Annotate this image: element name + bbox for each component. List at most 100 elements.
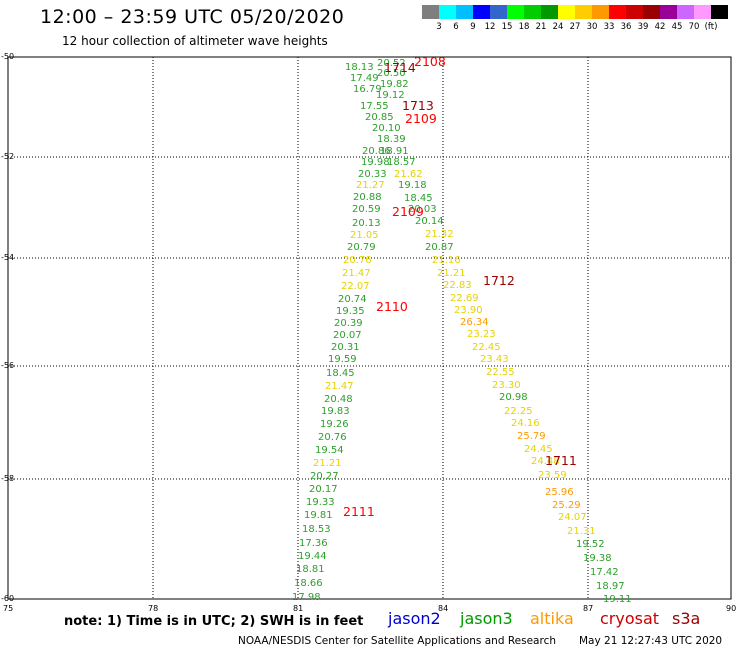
legend-label: 36 (620, 22, 632, 32)
timestamp-text: May 21 12:27:43 UTC 2020 (579, 635, 723, 647)
wave-height-value: 21.16 (432, 255, 461, 266)
wave-height-value: 19.54 (315, 445, 344, 456)
legend-swatch (473, 5, 490, 19)
wave-height-value: 22.83 (443, 280, 472, 291)
legend-label: 18 (518, 22, 530, 32)
longitude-label: 84 (438, 604, 449, 613)
wave-height-value: 21.27 (356, 180, 385, 191)
legend-label: (ft) (704, 22, 718, 32)
wave-height-value: 25.79 (517, 431, 546, 442)
map-title: 12:00 – 23:59 UTC 05/20/2020 (40, 6, 345, 28)
legend-swatch (694, 5, 711, 19)
wave-height-value: 17.55 (360, 101, 389, 112)
wave-height-value: 24.16 (511, 418, 540, 429)
legend-label: 27 (569, 22, 581, 32)
legend-label: 30 (586, 22, 598, 32)
satellite-jason2-label: jason2 (388, 609, 441, 628)
wave-height-value: 20.27 (310, 471, 339, 482)
latitude-label: -60 (1, 594, 15, 603)
wave-height-value: 18.45 (404, 193, 433, 204)
wave-height-value: 19.12 (376, 90, 405, 101)
pass-number-label: 2109 (405, 111, 437, 126)
wave-height-value: 22.25 (504, 406, 533, 417)
wave-height-value: 20.31 (331, 342, 360, 353)
pass-number-label: 1711 (545, 453, 577, 468)
wave-height-value: 22.69 (450, 293, 479, 304)
legend-swatch (507, 5, 524, 19)
satellite-s3a-label: s3a (672, 609, 701, 628)
wave-height-value: 20.88 (353, 192, 382, 203)
wave-height-value: 19.26 (320, 419, 349, 430)
pass-number-label: 2108 (414, 54, 446, 69)
wave-height-value: 19.83 (321, 406, 350, 417)
legend-label: 3 (436, 22, 442, 32)
plot-frame (7, 56, 732, 600)
wave-height-value: 21.62 (394, 169, 423, 180)
legend-swatch (643, 5, 660, 19)
wave-height-value: 20.79 (347, 242, 376, 253)
wave-height-value: 17.98 (292, 592, 321, 603)
wave-height-value: 18.91 (380, 146, 409, 157)
wave-height-value: 18.66 (294, 578, 323, 589)
wave-height-value: 20.03 (408, 204, 437, 215)
wave-height-value: 18.97 (596, 581, 625, 592)
legend-label: 15 (501, 22, 513, 32)
wave-height-value: 18.53 (302, 524, 331, 535)
wave-height-value: 21.21 (313, 458, 342, 469)
legend-label: 42 (654, 22, 666, 32)
wave-height-value: 20.10 (372, 123, 401, 134)
wave-height-value: 19.38 (583, 553, 612, 564)
wave-height-value: 18.81 (296, 564, 325, 575)
wave-height-value: 20.85 (365, 112, 394, 123)
legend-label: 12 (484, 22, 496, 32)
pass-number-label: 1712 (483, 273, 515, 288)
legend-swatch (592, 5, 609, 19)
latitude-label: -56 (1, 361, 15, 370)
wave-height-value: 20.74 (338, 294, 367, 305)
wave-height-value: 23.30 (492, 380, 521, 391)
wave-height-value: 17.36 (299, 538, 328, 549)
wave-height-value: 18.45 (326, 368, 355, 379)
satellite-altika-label: altika (530, 609, 574, 628)
map-subtitle: 12 hour collection of altimeter wave hei… (62, 34, 328, 48)
legend-label: 24 (552, 22, 564, 32)
legend-swatch (422, 5, 439, 19)
wave-height-value: 19.33 (306, 497, 335, 508)
wave-height-value: 19.52 (576, 539, 605, 550)
wave-height-value: 20.59 (352, 204, 381, 215)
wave-height-value: 23.43 (480, 354, 509, 365)
wave-height-value: 20.76 (343, 255, 372, 266)
wave-height-value: 19.59 (328, 354, 357, 365)
legend-swatch (660, 5, 677, 19)
satellite-jason3-label: jason3 (460, 609, 513, 628)
legend-label: 45 (671, 22, 683, 32)
legend-label: 21 (535, 22, 547, 32)
wave-height-value: 22.45 (472, 342, 501, 353)
wave-height-value: 20.52 (377, 58, 406, 69)
legend-swatch (558, 5, 575, 19)
wave-height-value: 23.59 (538, 470, 567, 481)
longitude-label: 75 (3, 604, 14, 613)
wave-height-value: 19.44 (298, 551, 327, 562)
wave-height-value: 19.81 (304, 510, 333, 521)
wave-height-value: 25.96 (545, 487, 574, 498)
longitude-label: 90 (726, 604, 737, 613)
wave-height-value: 20.76 (318, 432, 347, 443)
wave-height-value: 21.05 (350, 230, 379, 241)
wave-height-value: 19.18 (398, 180, 427, 191)
wave-height-value: 20.14 (415, 216, 444, 227)
legend-swatch (439, 5, 456, 19)
legend-label: 70 (688, 22, 700, 32)
longitude-label: 87 (583, 604, 594, 613)
wave-height-value: 17.49 (350, 73, 379, 84)
wave-height-value: 21.21 (437, 268, 466, 279)
legend-label: 6 (453, 22, 459, 32)
wave-height-value: 21.31 (567, 526, 596, 537)
note-text: note: 1) Time is in UTC; 2) SWH is in fe… (64, 614, 364, 629)
pass-number-label: 2111 (343, 504, 375, 519)
wave-height-value: 18.57 (387, 157, 416, 168)
wave-height-value: 19.82 (380, 79, 409, 90)
wave-height-value: 21.47 (325, 381, 354, 392)
wave-height-value: 24.07 (558, 512, 587, 523)
wave-height-value: 16.79 (353, 84, 382, 95)
